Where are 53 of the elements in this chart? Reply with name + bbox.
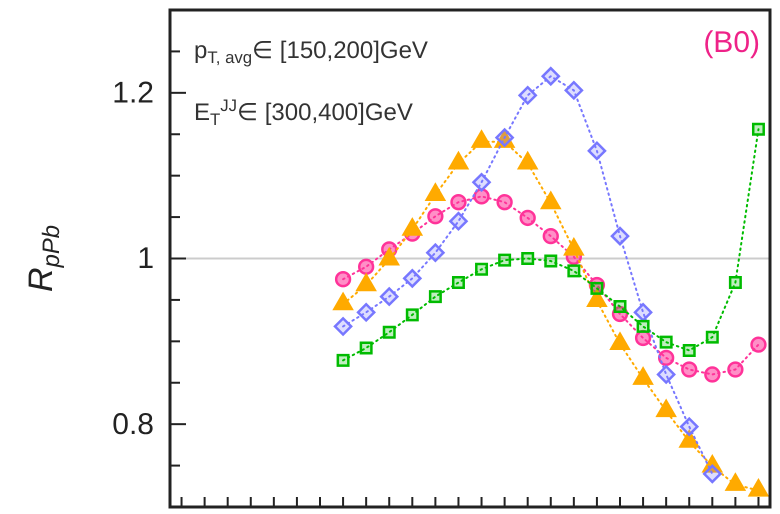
point: [727, 361, 744, 378]
point: [360, 341, 373, 354]
point: [358, 258, 374, 275]
point: [636, 320, 650, 333]
point: [656, 365, 676, 384]
point: [449, 212, 468, 231]
point: [728, 276, 742, 290]
point: [406, 308, 419, 322]
point: [752, 122, 765, 136]
point: [702, 464, 722, 484]
annotation: E$_{T}$$^{JJ}$∈ [300,400]GeV: [194, 96, 413, 130]
point: [472, 172, 491, 192]
point: [428, 290, 442, 304]
point: [450, 194, 467, 210]
annotation: p$_{T, avg}$∈ [150,200]GeV: [194, 37, 428, 68]
y-tick-label: 0.8: [112, 408, 154, 441]
point: [567, 264, 580, 278]
point: [475, 262, 488, 276]
point: [634, 303, 652, 322]
point: [610, 226, 630, 246]
point: [402, 269, 422, 288]
point: [521, 252, 534, 265]
point: [334, 317, 352, 336]
point: [496, 194, 513, 210]
point: [588, 142, 606, 160]
point: [541, 66, 560, 86]
point: [564, 81, 584, 100]
point: [334, 271, 352, 288]
point: [614, 300, 626, 314]
point: [750, 336, 767, 353]
point: [426, 243, 445, 262]
point: [660, 336, 673, 349]
point: [382, 326, 396, 339]
point: [682, 344, 696, 357]
point: [498, 254, 512, 267]
point: [706, 330, 719, 344]
point: [336, 354, 350, 367]
point: [681, 361, 698, 378]
y-tick-label: 1: [137, 242, 154, 276]
point: [658, 350, 674, 366]
point: [544, 254, 558, 268]
point: [473, 188, 490, 205]
point: [520, 210, 536, 226]
point: [452, 276, 465, 290]
point: [518, 86, 538, 105]
point: [427, 208, 444, 224]
point: [680, 417, 699, 436]
point: [356, 303, 376, 322]
text: (B0): [703, 26, 760, 59]
y-tick-label: 1.2: [112, 76, 154, 110]
point: [380, 287, 399, 306]
point: [704, 366, 720, 383]
point: [542, 228, 559, 244]
